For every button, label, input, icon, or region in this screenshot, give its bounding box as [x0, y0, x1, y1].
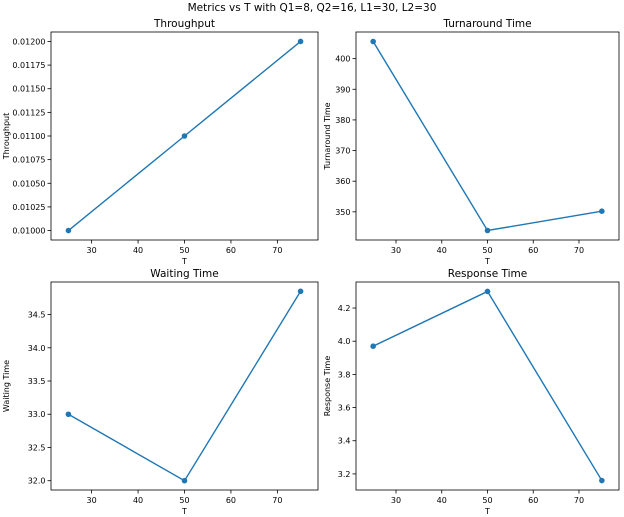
data-point	[370, 343, 376, 349]
x-axis-label: T	[181, 507, 187, 516]
chart-2: Turnaround Time 30 40 50 60 70 350 360 370 380 390…	[323, 18, 620, 266]
x-tick-label: 50	[179, 496, 189, 505]
x-tick-label: 30	[87, 496, 97, 505]
y-tick-label: 0.01075	[12, 156, 45, 165]
x-axis-label: T	[181, 257, 187, 266]
y-tick-label: 0.01200	[12, 37, 45, 46]
y-tick-label: 360	[335, 177, 350, 186]
x-tick-label: 60	[528, 496, 538, 505]
series-line	[372, 290, 603, 481]
y-tick-label: 350	[335, 208, 350, 217]
y-tick-label: 390	[335, 85, 350, 94]
y-axis-label: Throughput	[2, 113, 11, 160]
data-point	[181, 133, 188, 139]
figure-suptitle: Metrics vs T with Q1=8, Q2=16, L1=30, L2…	[187, 2, 437, 14]
y-tick-label: 34.0	[28, 344, 46, 353]
x-tick-label: 30	[391, 496, 401, 505]
x-tick-label: 60	[226, 246, 236, 255]
chart-title: Waiting Time	[150, 268, 218, 280]
axes-frame	[355, 281, 620, 491]
x-tick-label: 30	[87, 246, 97, 255]
x-tick-label: 70	[574, 496, 584, 505]
y-tick-label: 32.5	[28, 443, 46, 452]
x-tick-label: 40	[437, 246, 447, 255]
y-tick-label: 3.6	[338, 404, 351, 413]
y-tick-label: 4.0	[338, 337, 351, 346]
x-axis-label: T	[484, 257, 490, 266]
chart-title: Response Time	[448, 268, 527, 280]
y-tick-label: 0.01025	[12, 203, 45, 212]
x-tick-label: 50	[482, 246, 492, 255]
data-point	[181, 477, 188, 484]
chart-4: Response Time 30 40 50 60 70 3.2 3.4 3.6 3.8 4.0 4.…	[323, 268, 620, 516]
y-tick-label: 3.4	[338, 437, 351, 446]
data-point	[484, 227, 491, 234]
y-tick-label: 0.01175	[12, 61, 45, 70]
x-tick-label: 60	[226, 496, 236, 505]
y-tick-label: 0.01000	[12, 227, 45, 236]
y-tick-label: 3.2	[338, 470, 351, 479]
y-tick-label: 33.5	[28, 377, 46, 386]
data-point	[599, 208, 605, 215]
data-point	[65, 411, 72, 418]
x-tick-label: 70	[574, 246, 584, 255]
x-tick-label: 70	[272, 496, 282, 505]
y-axis-label: Waiting Time	[2, 360, 11, 412]
y-tick-label: 0.01100	[12, 132, 45, 141]
y-tick-label: 33.0	[28, 410, 46, 419]
chart-3: Waiting Time 30 40 50 60 70 32.0 32.5 33.0 33.5 34…	[2, 268, 319, 516]
y-tick-label: 0.01150	[12, 85, 45, 94]
y-tick-label: 0.01050	[12, 179, 45, 188]
y-tick-label: 34.5	[28, 311, 46, 320]
data-point	[370, 38, 376, 45]
x-axis-label: T	[484, 507, 490, 516]
data-point	[297, 288, 304, 295]
y-tick-label: 370	[335, 147, 350, 156]
series-line	[372, 41, 602, 232]
data-point	[297, 38, 304, 45]
data-point	[65, 227, 72, 234]
x-tick-label: 30	[391, 246, 401, 255]
chart-1: Throughput 30 40 50 60 70 0.01000 0.01025 0.0105…	[2, 18, 319, 266]
y-axis-label: Response Time	[323, 356, 332, 417]
x-tick-label: 50	[179, 246, 189, 255]
x-tick-label: 50	[482, 496, 492, 505]
y-tick-label: 0.01125	[12, 108, 45, 117]
x-tick-label: 60	[528, 246, 538, 255]
y-tick-label: 32.0	[28, 477, 46, 486]
data-point	[599, 477, 605, 484]
axes-frame	[355, 31, 620, 241]
x-tick-label: 40	[133, 496, 143, 505]
data-point	[484, 288, 491, 295]
x-tick-label: 40	[437, 496, 447, 505]
y-axis-label: Turnaround Time	[323, 102, 332, 170]
y-tick-label: 400	[335, 55, 350, 64]
y-tick-label: 380	[335, 116, 350, 125]
axes-frame	[50, 281, 319, 491]
x-tick-label: 70	[272, 246, 282, 255]
chart-title: Turnaround Time	[442, 18, 531, 30]
series-line	[68, 290, 302, 482]
y-tick-label: 4.2	[338, 304, 351, 313]
y-tick-label: 3.8	[338, 370, 351, 379]
x-tick-label: 40	[133, 246, 143, 255]
axes-frame	[50, 31, 319, 241]
chart-title: Throughput	[153, 18, 215, 30]
